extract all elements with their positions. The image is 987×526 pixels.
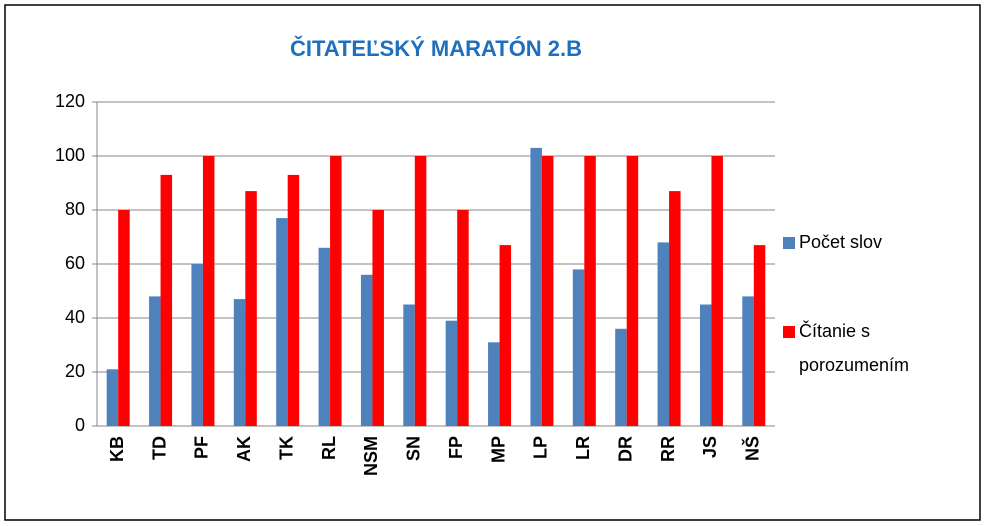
y-tick-label: 100 xyxy=(55,145,85,165)
bar xyxy=(499,245,512,426)
x-tick-label: KB xyxy=(107,436,127,462)
y-tick-label: 20 xyxy=(65,361,85,381)
chart-title: ČITATEĽSKÝ MARATÓN 2.B xyxy=(290,36,582,61)
bar xyxy=(669,191,681,426)
x-tick-label: JS xyxy=(700,436,720,458)
bar xyxy=(572,269,585,426)
bar xyxy=(191,264,203,426)
bar xyxy=(318,247,331,426)
x-tick-label: RL xyxy=(319,436,339,460)
bar xyxy=(457,210,469,426)
x-tick-label: FP xyxy=(446,436,466,459)
bar xyxy=(530,147,542,426)
legend-label-line: porozumením xyxy=(799,355,909,375)
bar xyxy=(626,156,639,426)
legend-label: Čítanie s porozumením xyxy=(799,320,909,375)
bar xyxy=(753,245,766,426)
legend-label-line: Čítanie s xyxy=(799,320,870,341)
bar xyxy=(276,218,288,426)
bar xyxy=(488,342,500,426)
bar xyxy=(742,296,754,426)
bar xyxy=(118,210,130,426)
legend-swatch xyxy=(783,237,795,249)
bar xyxy=(360,274,373,426)
bar xyxy=(615,328,627,426)
bar xyxy=(403,304,415,426)
y-tick-label: 0 xyxy=(75,415,85,435)
bar xyxy=(160,174,173,426)
bar xyxy=(149,296,161,426)
bar xyxy=(330,156,342,426)
x-tick-label: LR xyxy=(573,436,593,460)
x-tick-label: DR xyxy=(615,436,635,462)
x-tick-label: AK xyxy=(234,436,254,462)
y-tick-label: 60 xyxy=(65,253,85,273)
bar xyxy=(106,369,119,426)
bar xyxy=(657,242,670,426)
x-tick-label: NSM xyxy=(361,436,381,476)
bar xyxy=(233,299,246,426)
bar xyxy=(287,174,300,426)
bar xyxy=(245,191,257,426)
y-tick-label: 80 xyxy=(65,199,85,219)
y-tick-label: 40 xyxy=(65,307,85,327)
legend-swatch xyxy=(783,326,795,338)
bar xyxy=(711,156,723,426)
x-tick-label: RR xyxy=(658,436,678,462)
y-tick-label: 120 xyxy=(55,91,85,111)
x-tick-label: LP xyxy=(531,436,551,459)
x-tick-label: SN xyxy=(404,436,424,461)
bar xyxy=(699,304,712,426)
bar xyxy=(445,320,458,426)
x-tick-label: PF xyxy=(192,436,212,459)
x-tick-label: TK xyxy=(276,436,296,460)
bar xyxy=(584,156,596,426)
bar xyxy=(414,156,427,426)
legend-label: Počet slov xyxy=(799,232,882,252)
bar xyxy=(202,156,215,426)
bar xyxy=(541,156,554,426)
x-tick-label: MP xyxy=(488,436,508,463)
bar xyxy=(372,210,384,426)
x-tick-label: NŠ xyxy=(742,436,763,461)
x-tick-label: TD xyxy=(149,436,169,460)
